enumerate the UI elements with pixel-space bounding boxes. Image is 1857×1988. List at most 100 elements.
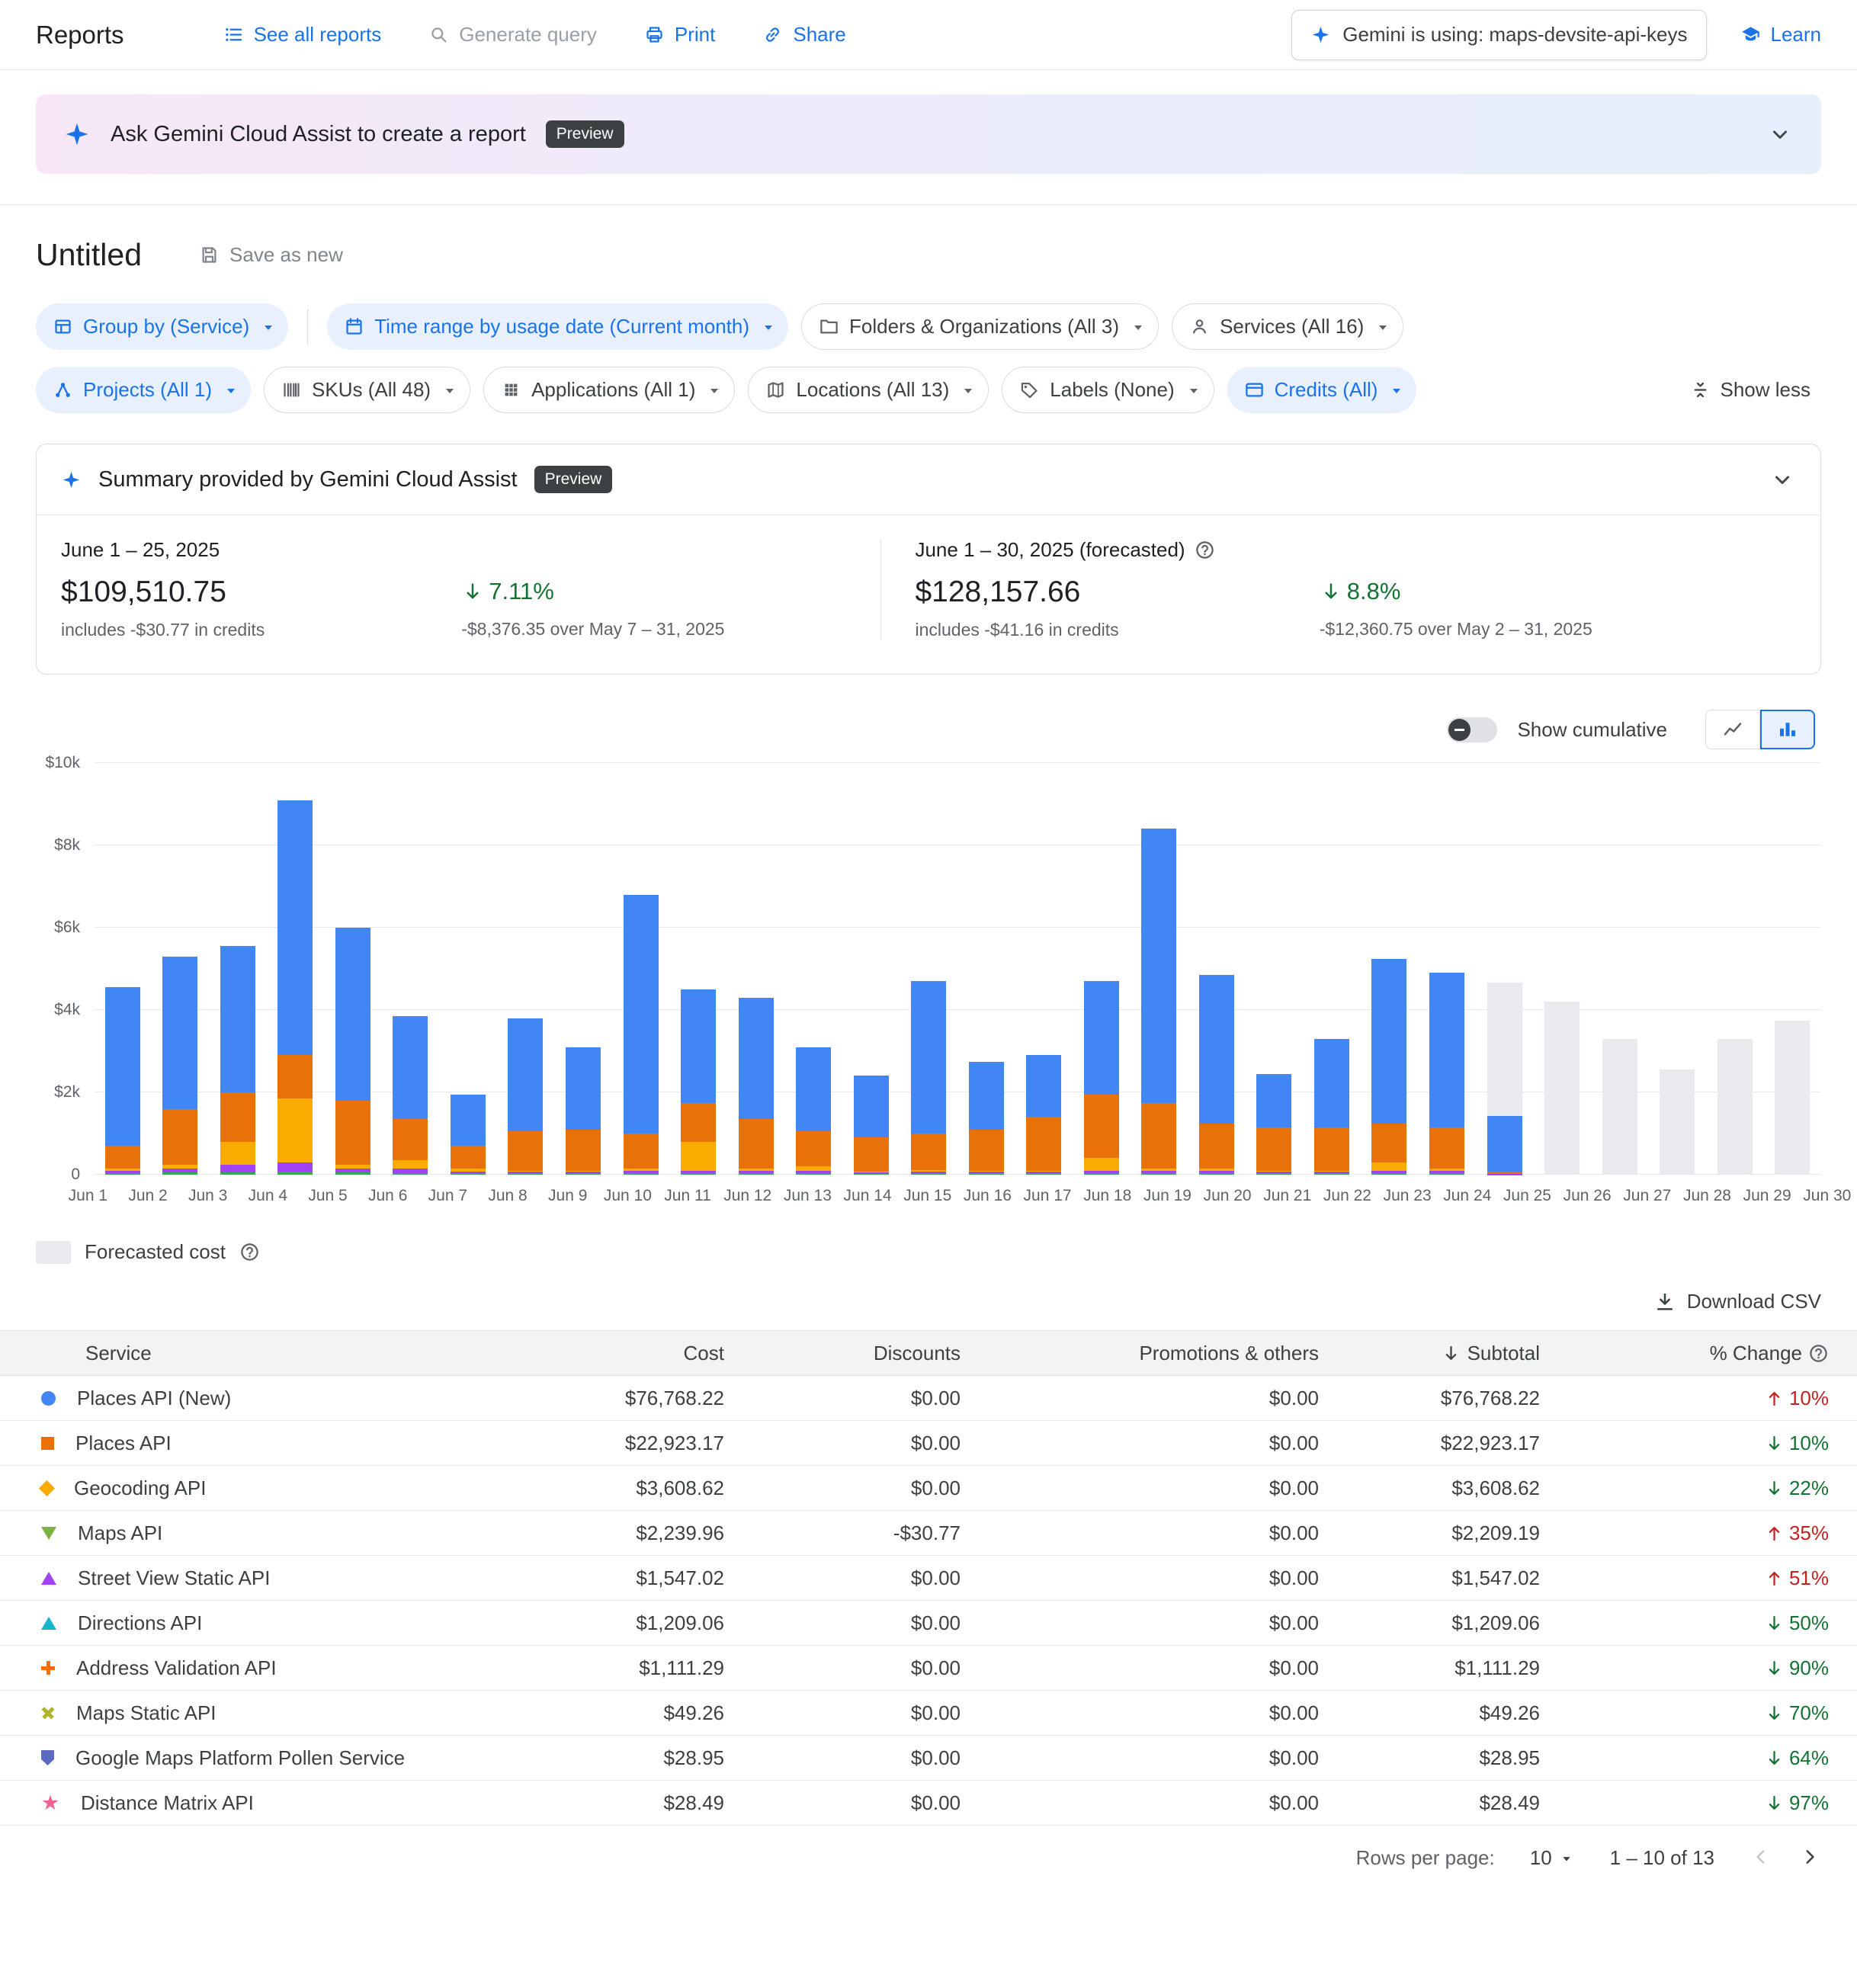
table-row-geocoding-api[interactable]: Geocoding API $3,608.62 $0.00 $0.00 $3,608.6…: [0, 1466, 1857, 1511]
arrow-up-icon: [1764, 1568, 1785, 1589]
see-all-reports-button[interactable]: See all reports: [223, 23, 381, 46]
bar-segment-places-api: [853, 1137, 889, 1172]
bar-jun-7[interactable]: [439, 1094, 497, 1175]
bar-segment-maps-api: [1313, 1173, 1349, 1175]
bar-jun-15[interactable]: [900, 981, 957, 1175]
filter-chip-projects-all-1[interactable]: Projects (All 1): [36, 367, 252, 413]
filter-chip-time-range-by-usage-date-current-month[interactable]: Time range by usage date (Current month): [327, 303, 789, 350]
col-service[interactable]: Service: [85, 1341, 152, 1364]
bar-jun-23[interactable]: [1361, 958, 1419, 1175]
bar-jun-22[interactable]: [1303, 1038, 1361, 1175]
bar-jun-29[interactable]: [1706, 1038, 1764, 1175]
share-button[interactable]: Share: [762, 23, 846, 46]
help-icon[interactable]: [1808, 1343, 1829, 1364]
col-discounts[interactable]: Discounts: [873, 1341, 961, 1364]
bar-segment-places-api-new: [1198, 975, 1234, 1124]
bar-jun-27[interactable]: [1591, 1038, 1649, 1175]
bar-jun-1[interactable]: [94, 987, 152, 1175]
table-row-places-api-new[interactable]: Places API (New) $76,768.22 $0.00 $0.00 $76,…: [0, 1376, 1857, 1421]
gemini-context-pill[interactable]: Gemini is using: maps-devsite-api-keys: [1291, 9, 1707, 60]
download-csv-button[interactable]: Download CSV: [1653, 1290, 1821, 1313]
filter-chip-applications-all-1[interactable]: Applications (All 1): [483, 367, 736, 413]
summary-card-header[interactable]: Summary provided by Gemini Cloud Assist …: [37, 444, 1820, 515]
bar-jun-21[interactable]: [1246, 1073, 1304, 1175]
col-promotions[interactable]: Promotions & others: [1139, 1341, 1319, 1364]
bar-segment-places-api-new: [738, 997, 774, 1120]
help-icon[interactable]: [1195, 540, 1215, 560]
link-icon: [762, 24, 783, 45]
bar-jun-28[interactable]: [1648, 1069, 1706, 1175]
bar-jun-12[interactable]: [727, 997, 785, 1175]
bar-segment-maps-api: [450, 1173, 486, 1175]
subtotal-cell: $1,111.29: [1454, 1656, 1540, 1679]
filter-chip-credits-all[interactable]: Credits (All): [1227, 367, 1417, 413]
bar-segment-street-view-static-api: [450, 1172, 486, 1174]
bar-jun-20[interactable]: [1188, 975, 1246, 1175]
bar-segment-places-api-new: [1083, 981, 1119, 1095]
chevron-down-icon[interactable]: [1769, 466, 1796, 493]
bar-segment-geocoding-api: [1198, 1168, 1234, 1171]
bar-jun-11[interactable]: [669, 989, 727, 1175]
x-tick: Jun 7: [428, 1187, 468, 1204]
table-row-maps-api[interactable]: Maps API $2,239.96 -$30.77 $0.00 $2,209.19 35…: [0, 1511, 1857, 1556]
x-tick: Jun 24: [1443, 1187, 1492, 1204]
bar-jun-19[interactable]: [1131, 829, 1188, 1175]
bar-jun-5[interactable]: [324, 928, 382, 1175]
table-row-street-view-static-api[interactable]: Street View Static API $1,547.02 $0.00 $0.0…: [0, 1556, 1857, 1601]
filter-chip-folders-organizations-all-3[interactable]: Folders & Organizations (All 3): [801, 303, 1159, 350]
save-as-new-button[interactable]: Save as new: [199, 243, 343, 267]
filter-chip-group-by-service[interactable]: Group by (Service): [36, 303, 289, 350]
rows-per-page-select[interactable]: 10: [1530, 1846, 1575, 1870]
y-tick: 0: [71, 1166, 80, 1183]
print-button[interactable]: Print: [644, 23, 715, 46]
bar-jun-6[interactable]: [382, 1016, 440, 1175]
filter-chip-locations-all-13[interactable]: Locations (All 13): [748, 367, 989, 413]
y-tick: $6k: [54, 919, 80, 936]
chart-controls: Show cumulative: [42, 710, 1815, 749]
bar-jun-26[interactable]: [1533, 1002, 1591, 1175]
show-less-button[interactable]: Show less: [1679, 378, 1822, 402]
col-cost[interactable]: Cost: [683, 1341, 724, 1364]
gridline: [94, 1009, 1821, 1010]
col-percent-change[interactable]: % Change: [1540, 1342, 1857, 1365]
table-row-distance-matrix-api[interactable]: ★ Distance Matrix API $28.49 $0.00 $0.00 $28.…: [0, 1781, 1857, 1826]
generate-query-button[interactable]: Generate query: [428, 23, 597, 46]
next-page-button[interactable]: [1798, 1845, 1821, 1871]
previous-page-button[interactable]: [1750, 1845, 1772, 1871]
line-chart-button[interactable]: [1705, 710, 1760, 749]
chevron-down-icon[interactable]: [1766, 120, 1794, 148]
table-row-places-api[interactable]: Places API $22,923.17 $0.00 $0.00 $22,923.17…: [0, 1421, 1857, 1466]
filter-chip-services-all-16[interactable]: Services (All 16): [1172, 303, 1404, 350]
bar-jun-10[interactable]: [612, 894, 670, 1175]
bar-chart-button[interactable]: [1760, 710, 1815, 749]
bar-segment-forecasted-cost: [1717, 1038, 1753, 1175]
gemini-banner[interactable]: Ask Gemini Cloud Assist to create a repo…: [36, 95, 1821, 174]
bar-jun-9[interactable]: [554, 1047, 612, 1175]
filter-chip-skus-all-48[interactable]: SKUs (All 48): [264, 367, 471, 413]
bar-jun-18[interactable]: [1073, 981, 1131, 1175]
bar-jun-4[interactable]: [267, 800, 325, 1175]
filter-chip-labels-none[interactable]: Labels (None): [1002, 367, 1214, 413]
bar-jun-14[interactable]: [842, 1076, 900, 1175]
bar-jun-30[interactable]: [1763, 1020, 1821, 1175]
help-icon[interactable]: [239, 1242, 260, 1262]
bar-jun-25[interactable]: [1476, 982, 1534, 1175]
bar-jun-8[interactable]: [497, 1018, 555, 1175]
table-row-address-validation-api[interactable]: Address Validation API $1,111.29 $0.00 $0.0…: [0, 1646, 1857, 1691]
bar-jun-24[interactable]: [1418, 973, 1476, 1175]
bar-segment-geocoding-api: [1313, 1170, 1349, 1172]
table-row-google-maps-platform-pollen-service[interactable]: Google Maps Platform Pollen Service $28.9…: [0, 1736, 1857, 1781]
show-cumulative-toggle[interactable]: [1447, 717, 1498, 742]
table-row-directions-api[interactable]: Directions API $1,209.06 $0.00 $0.00 $1,209.…: [0, 1601, 1857, 1646]
table-row-maps-static-api[interactable]: Maps Static API $49.26 $0.00 $0.00 $49.26 70%: [0, 1691, 1857, 1736]
bar-jun-3[interactable]: [209, 946, 267, 1175]
col-subtotal[interactable]: Subtotal: [1319, 1342, 1540, 1365]
bar-segment-places-api: [1026, 1117, 1062, 1171]
bar-jun-16[interactable]: [957, 1061, 1015, 1175]
learn-button[interactable]: Learn: [1740, 23, 1821, 46]
bar-jun-17[interactable]: [1015, 1055, 1073, 1175]
cost-cell: $1,209.06: [636, 1611, 724, 1634]
bar-segment-places-api-new: [162, 956, 198, 1109]
bar-jun-2[interactable]: [152, 956, 210, 1175]
bar-jun-13[interactable]: [784, 1047, 842, 1175]
